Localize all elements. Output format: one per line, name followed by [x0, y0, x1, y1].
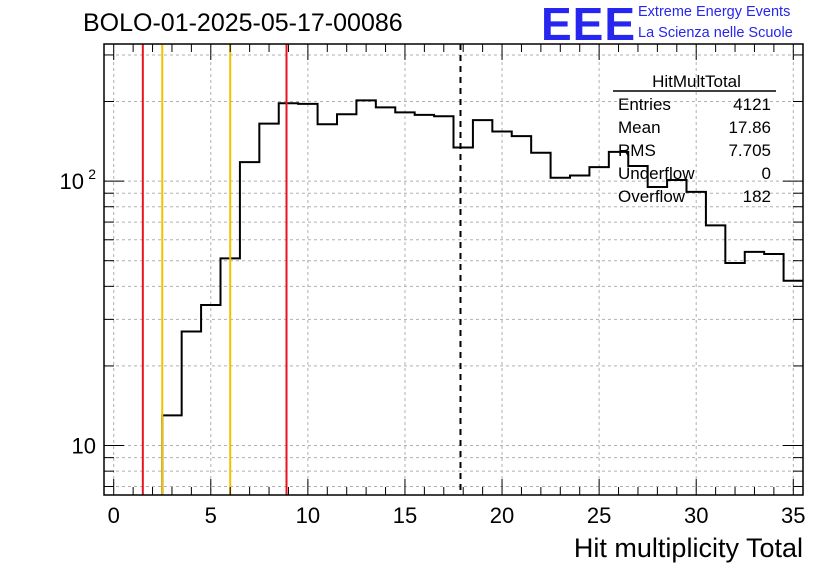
stats-value: 7.705	[728, 141, 771, 160]
histogram-bin	[512, 136, 531, 495]
plot-border	[103, 43, 804, 496]
x-tick-label: 20	[490, 503, 514, 528]
x-tick-label: 15	[393, 503, 417, 528]
histogram-bin	[162, 415, 181, 495]
logo-subtitle-2: La Scienza nelle Scuole	[638, 25, 793, 41]
stats-box: HitMultTotal Entries 4121 Mean 17.86 RMS 7.705…	[613, 72, 776, 206]
histogram-bin	[395, 112, 414, 495]
histogram-bin	[337, 114, 356, 495]
y-tick-exponent: 2	[88, 166, 96, 182]
histogram-bin	[531, 153, 550, 495]
stats-label: Entries	[618, 95, 671, 114]
histogram-bin	[667, 180, 686, 495]
chart-title: BOLO-01-2025-05-17-00086	[83, 9, 403, 37]
histogram-bin	[201, 305, 220, 495]
histogram-bin	[551, 178, 570, 495]
histogram-bin	[318, 124, 337, 495]
stats-label: RMS	[618, 141, 656, 160]
stats-value: 17.86	[728, 118, 771, 137]
x-tick-label: 30	[684, 503, 708, 528]
x-axis-label: Hit multiplicity Total	[573, 533, 803, 563]
histogram-bin	[745, 252, 764, 495]
stats-value: 4121	[733, 95, 771, 114]
stats-value: 182	[743, 187, 771, 206]
histogram-bin	[473, 120, 492, 495]
histogram-marks	[161, 99, 803, 495]
x-tick-label: 10	[296, 503, 320, 528]
histogram-line	[161, 99, 803, 495]
y-tick-label: 10	[72, 434, 96, 459]
histogram-bin	[648, 187, 667, 495]
x-tick-label: 25	[587, 503, 611, 528]
histogram-bin	[706, 225, 725, 495]
stats-title: HitMultTotal	[652, 72, 741, 91]
stats-value: 0	[762, 164, 771, 183]
x-tick-label: 35	[781, 503, 805, 528]
plot-frame	[103, 43, 804, 496]
histogram-bin	[356, 100, 375, 495]
logo-subtitle-1: Extreme Energy Events	[638, 4, 791, 20]
y-tick-label: 10	[60, 169, 84, 194]
histogram-bin	[259, 124, 278, 495]
histogram-bin	[589, 167, 608, 495]
x-tick-label: 5	[205, 503, 217, 528]
histogram-bin	[628, 166, 647, 495]
axis-ticks	[104, 44, 803, 495]
histogram-bin	[279, 103, 298, 495]
histogram-bin	[454, 147, 473, 495]
stats-label: Underflow	[618, 164, 695, 183]
histogram-bin	[784, 281, 803, 495]
stats-label: Overflow	[618, 187, 686, 206]
histogram-bin	[687, 192, 706, 495]
histogram-bin	[240, 162, 259, 495]
grid	[104, 44, 803, 495]
histogram-bin	[298, 104, 317, 495]
histogram-bin	[434, 116, 453, 495]
histogram-bin	[570, 176, 589, 495]
histogram-bin	[182, 331, 201, 495]
vertical-lines	[141, 44, 462, 495]
histogram-bin	[725, 263, 744, 495]
eee-logo: EEE	[541, 0, 637, 50]
histogram-bin	[492, 132, 511, 495]
stats-label: Mean	[618, 118, 661, 137]
histogram-bin	[764, 254, 783, 495]
x-tick-label: 0	[108, 503, 120, 528]
histogram-bin	[376, 107, 395, 495]
histogram-bin	[415, 115, 434, 495]
